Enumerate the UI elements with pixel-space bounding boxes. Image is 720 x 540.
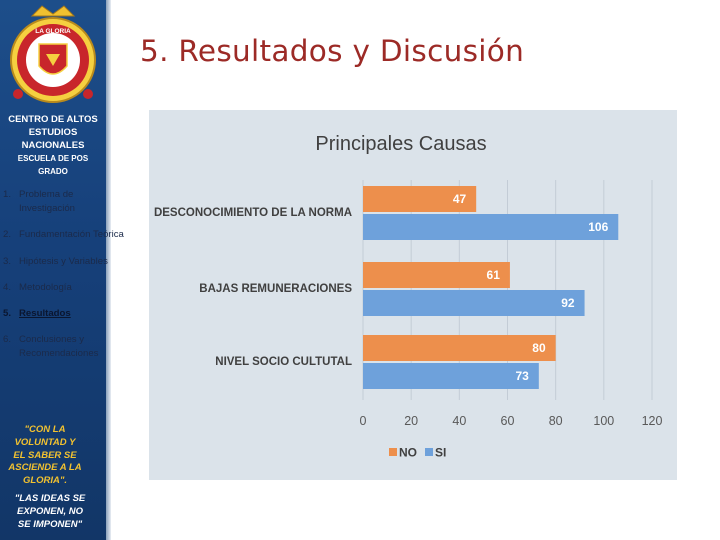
slide-title: 5. Resultados y Discusión: [140, 34, 525, 68]
bar-no: [363, 335, 556, 361]
nav-item-number: 2.: [3, 229, 12, 240]
motto-line: GLORIA".: [22, 475, 68, 487]
institution-name: CENTRO DE ALTOS ESTUDIOS NACIONALES ESCU…: [0, 113, 106, 178]
motto-line: VOLUNTAD Y: [14, 436, 76, 448]
institution-line: ESTUDIOS: [28, 127, 78, 138]
sidebar-edge-divider: [106, 0, 111, 540]
nav-item-label: Resultados: [19, 307, 71, 319]
x-tick-label: 0: [360, 414, 367, 428]
x-tick-label: 60: [501, 414, 515, 428]
legend-label: SI: [435, 446, 446, 460]
motto-line: EL SABER SE: [13, 449, 77, 461]
bar-si: [363, 290, 585, 316]
nav-item-number: 3.: [3, 255, 12, 267]
logo-lettering: LA GLORIA: [35, 28, 71, 35]
x-tick-label: 120: [642, 414, 663, 428]
x-tick-label: 40: [452, 414, 466, 428]
nav-item-label: Fundamentación Teórica: [19, 229, 124, 240]
nav-item-resultados[interactable]: 5. Resultados: [3, 307, 128, 321]
motto-line: SE IMPONEN": [17, 518, 83, 530]
motto-line: "LAS IDEAS SE: [14, 493, 86, 504]
bar-si: [363, 363, 539, 389]
nav-item-fundamentacion[interactable]: 2. Fundamentación Teórica: [3, 228, 128, 242]
category-label: DESCONOCIMIENTO DE LA NORMA: [154, 207, 352, 219]
bar-no: [363, 262, 510, 288]
nav-item-metodologia[interactable]: 4. Metodología: [3, 281, 128, 295]
x-tick-label: 80: [549, 414, 563, 428]
institution-line: CENTRO DE ALTOS: [8, 114, 98, 125]
nav-item-number: 4.: [3, 282, 12, 293]
legend-swatch: [425, 448, 433, 456]
institution-line: ESCUELA DE POS: [17, 154, 89, 163]
section-nav: 1. Problema de Investigación 2. Fundamenta…: [3, 188, 128, 360]
nav-item-conclusiones[interactable]: 6. Conclusiones y Recomendaciones: [3, 333, 128, 360]
nav-item-problema[interactable]: 1. Problema de Investigación: [3, 188, 128, 215]
nav-item-label: Metodología: [19, 282, 72, 293]
nav-item-label: Hipótesis y Variables: [19, 255, 108, 267]
chart-panel: Principales Causas 0 20 40 60 80 100 120 DESCONO…: [149, 110, 677, 480]
data-label: 92: [561, 296, 575, 310]
motto-line: "CON LA: [24, 424, 66, 435]
nav-item-number: 6.: [3, 334, 12, 345]
x-tick-label: 100: [593, 414, 614, 428]
data-label: 61: [487, 268, 501, 282]
bar-si: [363, 214, 619, 240]
category-label: NIVEL SOCIO CULTUTAL: [215, 356, 352, 368]
data-label: 73: [515, 369, 529, 383]
motto-line: EXPONEN, NO: [17, 505, 83, 517]
institution-line: GRADO: [38, 167, 68, 176]
institution-line: NACIONALES: [21, 140, 85, 151]
motto-voluntad: "CON LA VOLUNTAD Y EL SABER SE ASCIENDE …: [0, 424, 90, 488]
bar-no: [363, 186, 477, 212]
academy-crest-logo: LA GLORIA: [10, 5, 96, 103]
legend-label: NO: [399, 446, 417, 460]
nav-item-number: 1.: [3, 189, 12, 200]
chart-title: Principales Causas: [315, 133, 486, 155]
category-label: BAJAS REMUNERACIONES: [199, 283, 352, 295]
nav-item-hipotesis[interactable]: 3. Hipótesis y Variables: [3, 255, 128, 269]
bar-chart: Principales Causas 0 20 40 60 80 100 120 DESCONO…: [154, 133, 663, 460]
data-label: 106: [588, 220, 608, 234]
nav-item-number: 5.: [3, 307, 12, 319]
sidebar: LA GLORIA CENTRO DE ALTOS ESTUDIOS NACIO…: [0, 0, 106, 540]
data-label: 47: [453, 192, 467, 206]
data-label: 80: [532, 341, 546, 355]
motto-ideas: "LAS IDEAS SE EXPONEN, NO SE IMPONEN": [0, 493, 100, 531]
nav-item-label: Problema de Investigación: [19, 189, 75, 214]
motto-line: ASCIENDE A LA: [8, 462, 82, 474]
nav-item-label: Conclusiones y Recomendaciones: [19, 334, 99, 359]
legend-swatch: [389, 448, 397, 456]
x-tick-label: 20: [404, 414, 418, 428]
